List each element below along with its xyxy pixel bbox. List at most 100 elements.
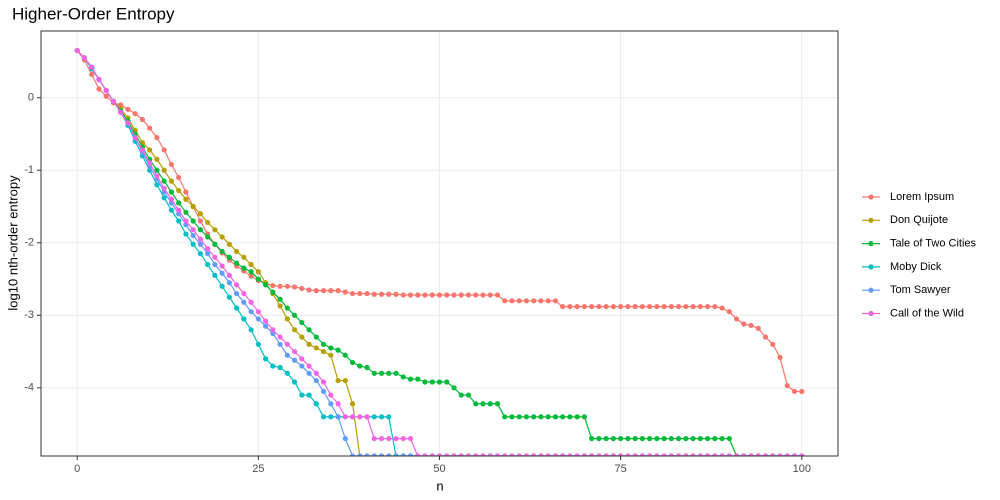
point — [371, 291, 377, 297]
point — [704, 303, 711, 310]
point — [451, 453, 457, 456]
legend-label: Call of the Wild — [890, 307, 964, 319]
point — [436, 453, 443, 456]
point — [531, 298, 537, 304]
point — [784, 383, 790, 389]
point — [132, 111, 138, 117]
point — [697, 435, 703, 442]
point — [465, 392, 472, 398]
point — [197, 241, 203, 247]
point — [371, 453, 377, 456]
point — [183, 196, 189, 202]
point — [603, 453, 609, 456]
point — [748, 322, 754, 329]
point — [154, 173, 160, 179]
point — [270, 363, 276, 369]
point — [320, 379, 327, 385]
point — [168, 196, 175, 202]
point — [393, 291, 399, 297]
point — [494, 453, 501, 456]
point — [473, 292, 479, 298]
point — [226, 272, 232, 279]
point — [799, 453, 805, 456]
point — [494, 292, 501, 298]
legend-label: Tale of Two Cities — [890, 238, 977, 250]
point — [465, 292, 472, 298]
point — [183, 189, 189, 195]
plot-area — [74, 47, 805, 456]
point — [531, 453, 537, 456]
point — [400, 435, 406, 442]
point — [726, 453, 732, 456]
point — [770, 453, 776, 456]
point — [277, 364, 283, 371]
point — [690, 453, 696, 456]
point — [168, 178, 175, 184]
point — [110, 98, 117, 104]
point — [299, 319, 305, 326]
legend-label: Tom Sawyer — [890, 284, 951, 296]
point — [226, 241, 232, 247]
point — [291, 327, 298, 333]
point — [291, 284, 298, 290]
point — [509, 414, 515, 420]
point — [676, 303, 682, 310]
point — [74, 47, 80, 54]
x-tick-label: 100 — [793, 463, 811, 475]
point — [284, 305, 290, 311]
point — [465, 453, 472, 456]
point — [625, 453, 631, 456]
point — [581, 453, 588, 456]
point — [335, 414, 341, 420]
point — [502, 414, 508, 420]
point — [118, 102, 124, 108]
y-axis-title: log10 nth-order entropy — [5, 175, 20, 311]
panel-border — [40, 30, 839, 457]
point — [748, 453, 754, 456]
point — [357, 414, 363, 420]
point — [581, 303, 588, 310]
point — [96, 76, 102, 83]
point — [531, 414, 537, 420]
point — [704, 453, 711, 456]
point — [248, 299, 254, 305]
point — [371, 370, 377, 376]
point — [407, 376, 414, 382]
point — [277, 296, 283, 302]
point — [248, 261, 254, 268]
point — [176, 174, 182, 181]
chart-title: Higher-Order Entropy — [12, 4, 175, 23]
point — [625, 303, 631, 310]
point — [197, 251, 203, 257]
point — [676, 435, 682, 442]
series-line — [76, 50, 802, 456]
y-tick-label: -4 — [24, 382, 34, 394]
point — [349, 414, 356, 420]
point — [799, 388, 805, 395]
point — [487, 401, 493, 407]
point — [589, 453, 595, 456]
point — [219, 248, 225, 255]
point — [190, 232, 196, 239]
legend-key-point — [868, 310, 874, 317]
point — [205, 261, 211, 268]
series-line — [76, 50, 802, 456]
point — [719, 435, 725, 442]
point — [313, 345, 319, 351]
point — [103, 93, 109, 99]
legend-key-point — [868, 241, 874, 247]
point — [552, 414, 559, 420]
point — [639, 435, 645, 442]
point — [610, 435, 616, 442]
point — [335, 377, 341, 384]
point — [647, 303, 653, 310]
point — [328, 392, 334, 398]
point — [320, 341, 327, 347]
point — [234, 260, 240, 266]
point — [234, 305, 240, 311]
point — [545, 298, 551, 304]
point — [755, 453, 761, 456]
point — [313, 370, 319, 376]
point — [762, 334, 769, 340]
